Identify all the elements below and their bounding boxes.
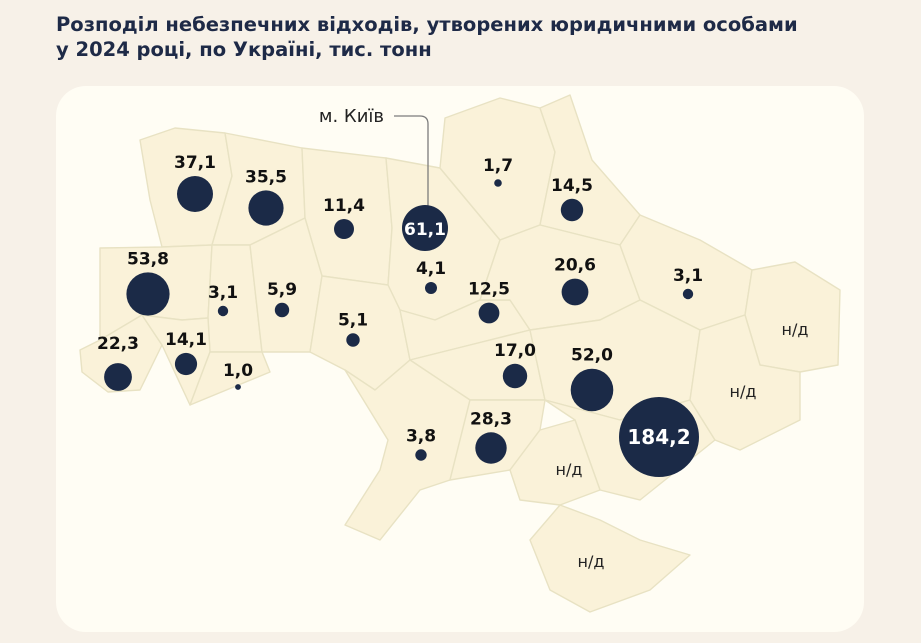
value-label-vinnytsia: 5,1 [338,310,368,330]
kyiv-callout: м. Київ [319,106,429,207]
value-label-kyiv-city: 61,1 [404,220,446,240]
bubble-kharkiv [682,288,694,300]
bubble-zhytomyr [334,219,354,239]
value-label-zhytomyr: 11,4 [323,196,365,216]
no-data-label-donetsk: н/д [730,382,757,401]
value-label-ternopil: 3,1 [208,283,238,303]
chart-title: Розподіл небезпечних відходів, утворених… [56,12,856,62]
value-label-sumy: 14,5 [551,176,593,196]
value-label-poltava: 20,6 [554,256,596,276]
bubble-chernihiv [494,179,502,187]
bubble-odesa [415,449,427,461]
bubble-mykolaiv [475,432,507,464]
region-chernivtsi [189,351,271,406]
value-label-kyiv-oblast: 4,1 [416,259,446,279]
no-data-label-luhansk: н/д [782,320,809,339]
no-data-label-kherson: н/д [556,460,583,479]
bubble-cherkasy [478,302,500,324]
region-bubbles [104,176,699,477]
value-label-zaporizhzhia: 184,2 [627,425,690,449]
bubble-rivne [248,190,284,226]
value-label-chernivtsi: 1,0 [223,361,253,381]
value-label-mykolaiv: 28,3 [470,409,512,429]
bubble-khmelnytskyi [274,302,290,318]
region-sumy [539,94,641,246]
value-label-khmelnytskyi: 5,9 [267,280,297,300]
value-label-lviv: 53,8 [127,249,169,269]
bubble-volyn [177,176,213,212]
value-label-odesa: 3,8 [406,426,436,446]
region-odesa [344,359,471,541]
title-line-2: у 2024 році, по Україні, тис. тонн [56,38,432,61]
bubble-chernivtsi [235,384,241,390]
value-label-chernihiv: 1,7 [483,156,513,176]
bubble-lviv [126,272,170,316]
region-zakarpattia [79,314,163,393]
bubble-dnipropetrovsk [570,368,614,412]
bubble-vinnytsia [346,333,360,347]
kyiv-callout-label: м. Київ [319,106,384,127]
value-label-kharkiv: 3,1 [673,266,703,286]
value-label-volyn: 37,1 [174,153,216,173]
value-label-ivano-frankivsk: 14,1 [165,330,207,350]
bubble-ivano-frankivsk [174,352,198,376]
value-label-zakarpattia: 22,3 [97,334,139,354]
bubble-zakarpattia [104,363,132,391]
no-data-label-crimea: н/д [578,552,605,571]
bubble-sumy [560,198,584,222]
region-shapes [79,94,841,613]
region-kherson [509,419,601,506]
value-label-dnipropetrovsk: 52,0 [571,346,613,366]
value-label-kirovohrad: 17,0 [494,341,536,361]
bubble-zaporizhzhia [619,397,699,477]
region-crimea [529,504,691,613]
bubble-kyiv-city [402,205,448,251]
bubble-poltava [561,278,589,306]
value-label-cherkasy: 12,5 [468,280,510,300]
title-line-1: Розподіл небезпечних відходів, утворених… [56,13,798,36]
bubble-ternopil [217,305,229,317]
region-luhansk [744,261,841,373]
kyiv-callout-line [394,115,429,207]
bubble-kirovohrad [502,363,528,389]
value-label-rivne: 35,5 [245,167,287,187]
region-labels: 37,1 35,5 11,4 61,1 1,7 14,5 53,8 3,1 5,9 4,1 20,6… [97,153,808,571]
bubble-kyiv-oblast [425,282,437,294]
region-donetsk [689,314,801,451]
